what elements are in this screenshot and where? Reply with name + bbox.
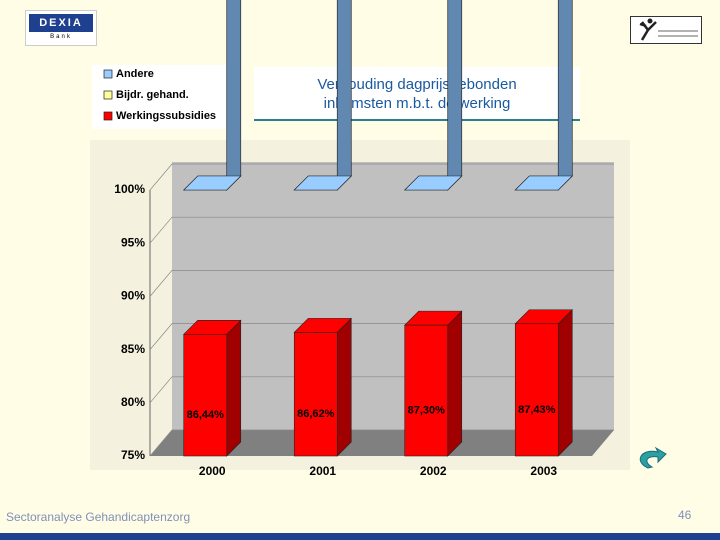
footer-text: Sectoranalyse Gehandicaptenzorg — [6, 510, 191, 524]
bar-side — [336, 317, 352, 457]
bar-side — [447, 0, 463, 191]
y-tick-label: 85% — [121, 342, 145, 356]
bar-top — [293, 175, 352, 191]
bar-side — [336, 0, 352, 191]
floor — [150, 430, 614, 456]
nav-arrow[interactable] — [639, 446, 667, 469]
bar-side — [557, 0, 573, 191]
x-tick-label: 2001 — [309, 464, 336, 478]
grid-line — [149, 163, 614, 191]
legend-label: Andere — [116, 68, 154, 80]
grid-line — [149, 376, 614, 404]
legend-swatch — [103, 69, 113, 79]
grid-line — [149, 270, 614, 297]
value-label: 86,44% — [187, 409, 225, 421]
bar-side — [226, 319, 242, 457]
chart-title: Verhouding dagprijsgebonden inkomsten m.… — [254, 67, 580, 121]
footer-bar — [0, 533, 720, 540]
y-tick-label: 95% — [121, 235, 145, 249]
grid-line — [149, 429, 614, 457]
legend-swatch — [103, 90, 113, 100]
bar — [404, 324, 449, 457]
bar-side — [557, 309, 573, 457]
y-tick-label: 75% — [121, 448, 145, 462]
bar-side — [226, 0, 242, 191]
y-tick-label: 80% — [121, 395, 145, 409]
value-label: 87,43% — [518, 404, 556, 416]
partner-logo — [630, 16, 702, 44]
back-wall — [172, 162, 614, 430]
legend-label: Bijdr. gehand. — [116, 89, 189, 101]
y-tick-label: 100% — [114, 182, 145, 196]
logo-name: DEXIA — [29, 14, 93, 32]
legend-swatch — [103, 111, 113, 121]
bar — [183, 333, 228, 457]
bar — [293, 332, 338, 457]
bar-side — [447, 310, 463, 457]
legend-box — [92, 65, 240, 129]
page-number: 46 — [678, 508, 692, 522]
logo: DEXIA Bank — [25, 10, 97, 46]
x-tick-label: 2000 — [199, 464, 226, 478]
bar-top — [514, 175, 573, 191]
x-tick-label: 2002 — [420, 464, 447, 478]
bar — [514, 323, 559, 457]
y-tick-label: 90% — [121, 289, 145, 303]
value-label: 86,62% — [297, 408, 335, 420]
legend-label: Werkingssubsidies — [116, 110, 216, 122]
x-tick-label: 2003 — [530, 464, 557, 478]
grid-line — [149, 216, 614, 244]
logo-sub: Bank — [50, 34, 72, 40]
bar-top — [183, 175, 242, 191]
grid-line — [149, 323, 614, 350]
bar-top — [404, 175, 463, 191]
value-label: 87,30% — [408, 404, 446, 416]
